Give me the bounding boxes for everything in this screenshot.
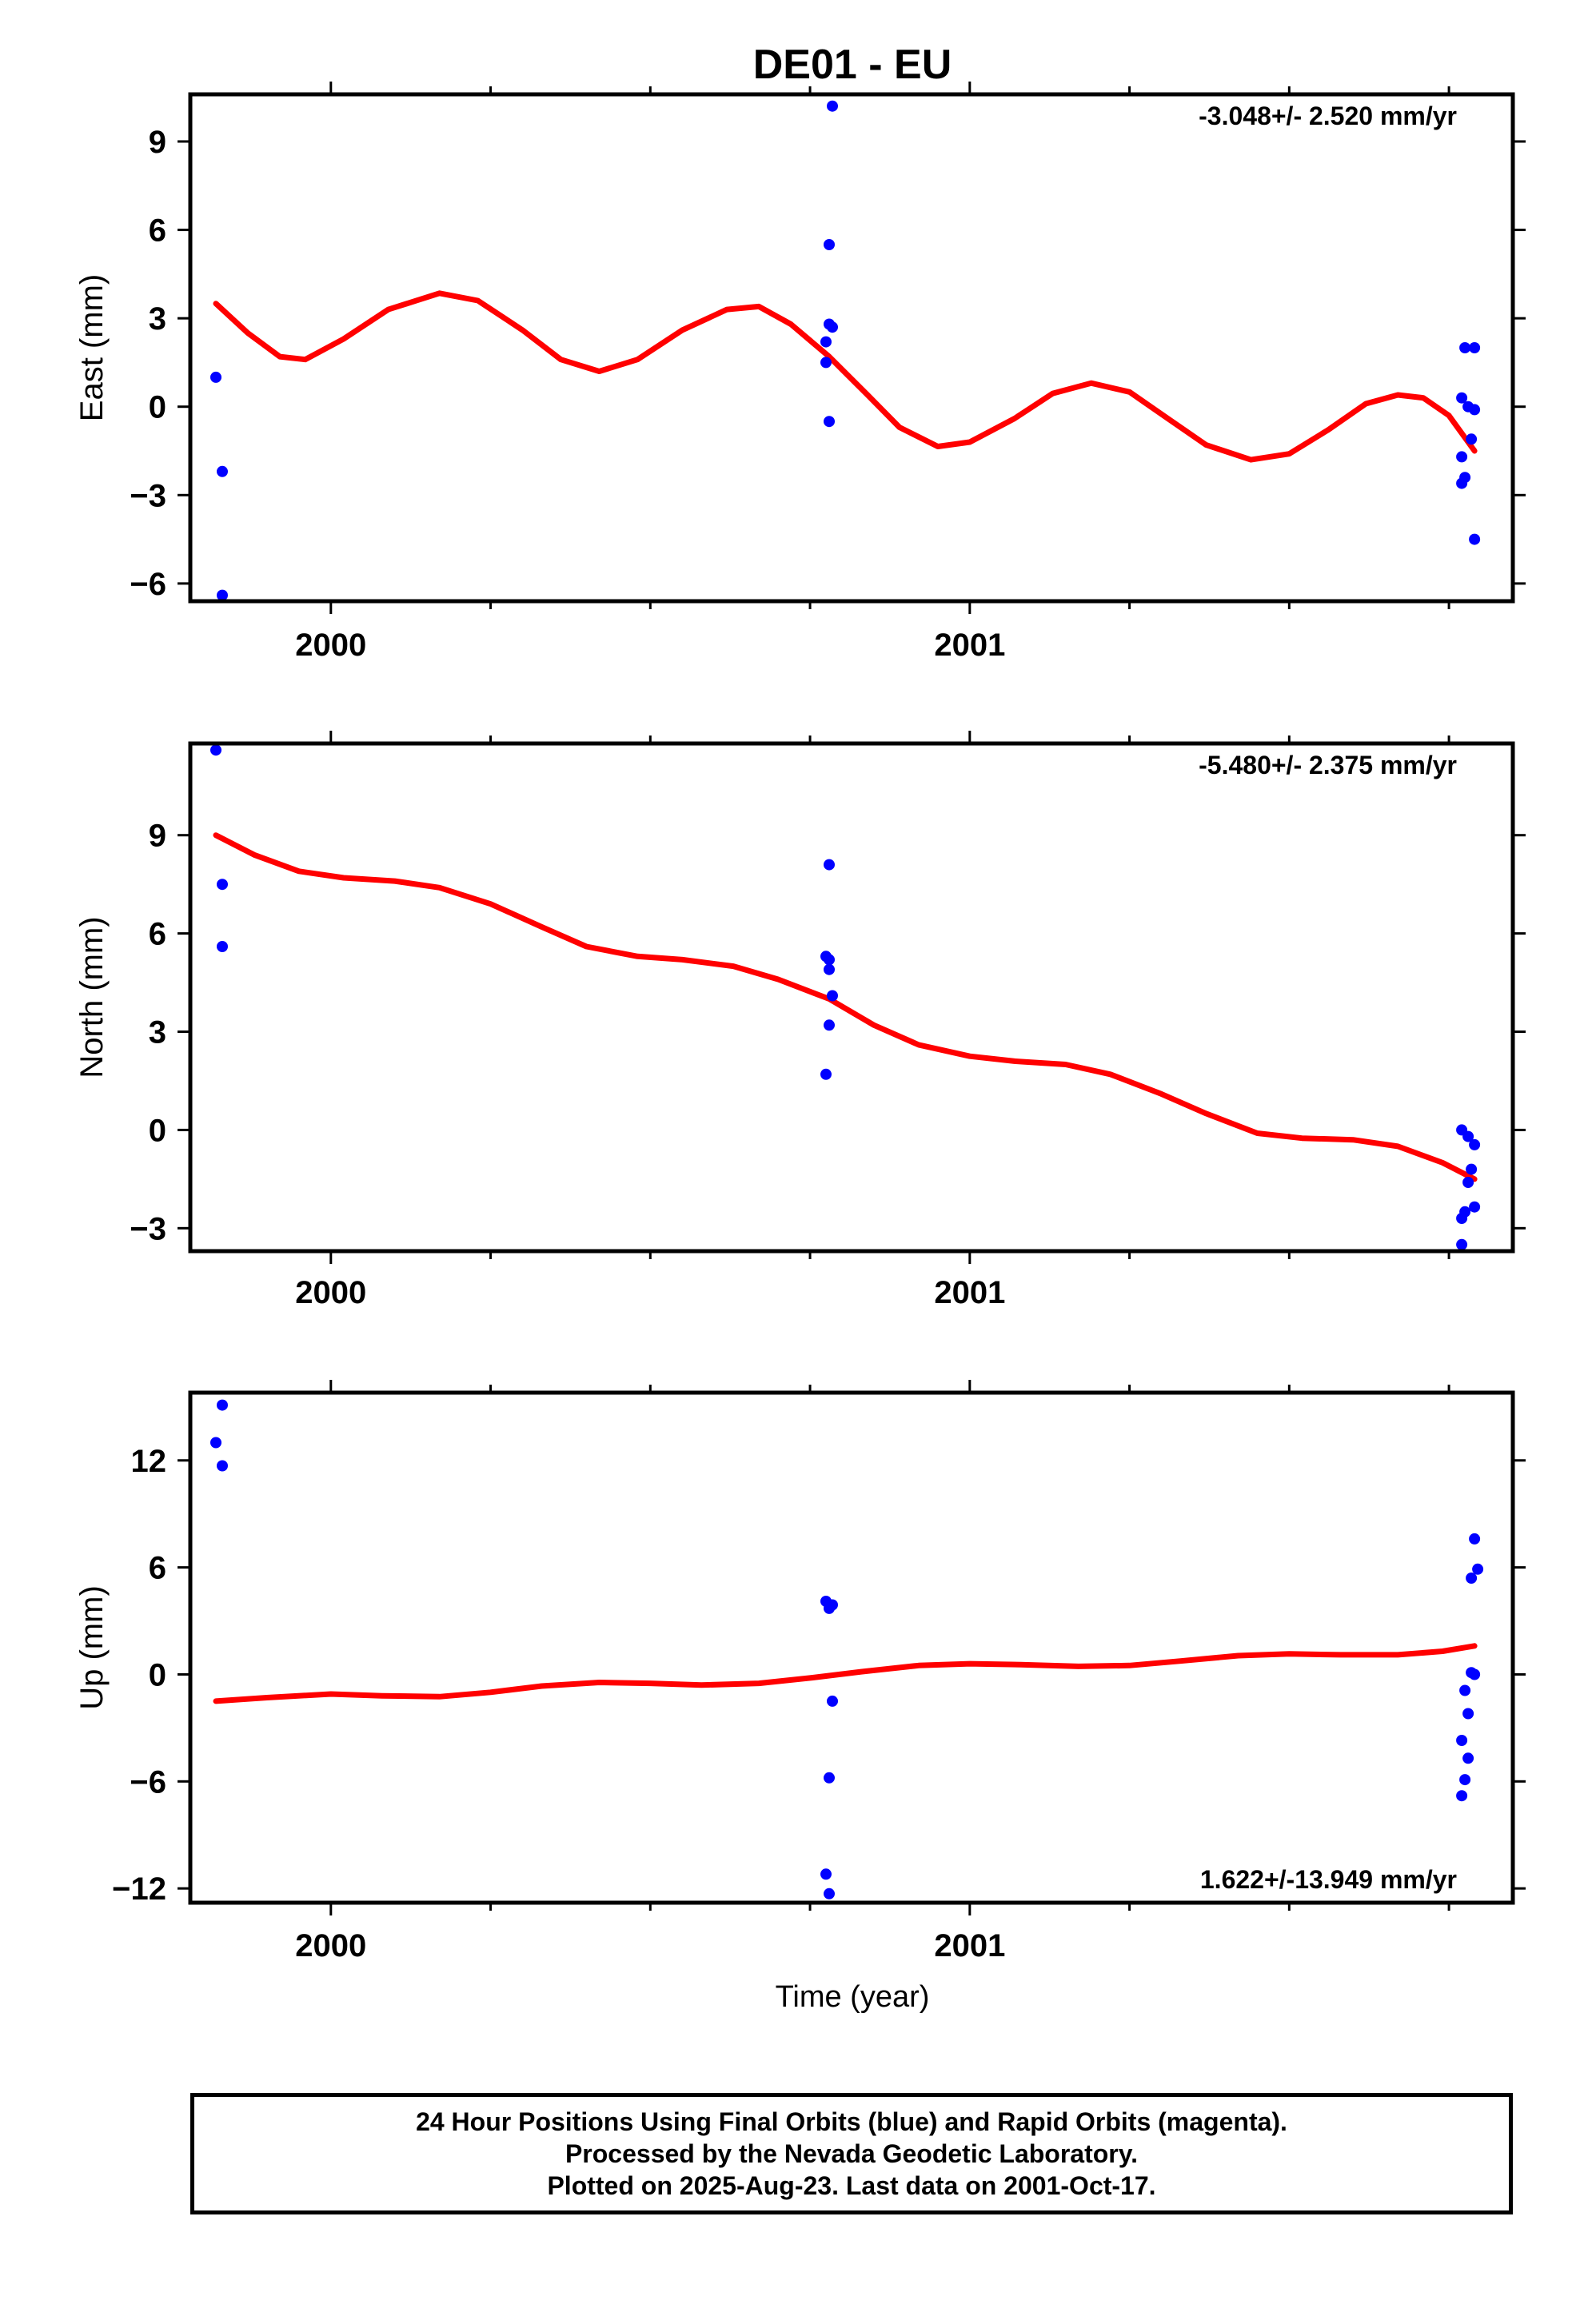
y-tick-label: 0 (149, 1113, 166, 1148)
data-point (217, 1460, 228, 1472)
y-tick-label: 6 (149, 917, 166, 952)
data-point (1456, 1238, 1468, 1250)
data-point (1456, 392, 1468, 404)
y-tick-label: 0 (149, 390, 166, 425)
chart-title: DE01 - EU (753, 42, 952, 88)
data-point (824, 1772, 835, 1784)
data-point (1469, 1201, 1481, 1213)
y-tick-label: −6 (130, 1764, 166, 1800)
data-point (1456, 477, 1468, 489)
fit-curve-north (213, 832, 1478, 1182)
y-tick-label: −6 (130, 567, 166, 602)
y-tick-label: 0 (149, 1657, 166, 1692)
data-point (1456, 1213, 1468, 1224)
data-point (820, 1068, 832, 1080)
y-tick-label: 3 (149, 301, 166, 337)
data-point (1456, 1790, 1468, 1802)
data-point (210, 371, 221, 383)
data-point (217, 879, 228, 891)
data-point (1469, 533, 1481, 545)
data-point (827, 1599, 838, 1611)
data-point (1469, 342, 1481, 353)
data-point (1462, 1708, 1474, 1720)
data-point (217, 1399, 228, 1411)
data-point (1469, 1533, 1481, 1545)
y-tick-label: 9 (149, 125, 166, 160)
y-axis-label-east: East (mm) (74, 274, 110, 421)
data-point (217, 589, 228, 601)
y-tick-label: 12 (131, 1444, 167, 1479)
data-point (1472, 1563, 1484, 1575)
data-point (827, 321, 838, 333)
x-tick-label-2000: 2000 (295, 1928, 366, 1963)
data-point (820, 357, 832, 369)
plot-frame-east (188, 92, 1515, 604)
data-point (820, 336, 832, 348)
fit-curve-east (213, 290, 1478, 463)
data-point (827, 100, 838, 112)
footer-line-1: 24 Hour Positions Using Final Orbits (bl… (416, 2107, 1287, 2136)
y-axis-label-up: Up (mm) (74, 1585, 110, 1710)
x-axis-label: Time (year) (776, 1980, 930, 2014)
footer-line-2: Processed by the Nevada Geodetic Laborat… (565, 2139, 1139, 2168)
data-point (820, 1868, 832, 1880)
data-point (1459, 1774, 1471, 1786)
rate-label-north: -5.480+/- 2.375 mm/yr (1199, 751, 1457, 779)
y-tick-label: −3 (130, 1211, 166, 1246)
data-point (824, 416, 835, 428)
data-point (210, 744, 221, 756)
data-point (1459, 1684, 1471, 1696)
data-point (1459, 342, 1471, 353)
data-point (1466, 1573, 1478, 1584)
data-point (210, 1437, 221, 1449)
footer-caption-box: 24 Hour Positions Using Final Orbits (bl… (190, 2093, 1513, 2214)
panel-north: 2000 2001 −3 0 3 6 9 North (mm) -5.480+/- 2.375 … (74, 731, 1526, 1310)
data-point (1466, 1163, 1478, 1175)
data-point (1466, 433, 1478, 445)
data-point (824, 954, 835, 966)
y-axis-label-north: North (mm) (74, 916, 110, 1078)
data-point (824, 1888, 835, 1899)
rate-label-up: 1.622+/-13.949 mm/yr (1200, 1865, 1457, 1894)
plot-frame-up (188, 1390, 1515, 1905)
data-point (824, 1019, 835, 1031)
fit-curve-up (213, 1643, 1478, 1704)
data-point (1469, 1138, 1481, 1150)
data-point (827, 1695, 838, 1707)
x-tick-label-2000: 2000 (295, 628, 366, 663)
data-point (217, 941, 228, 952)
x-tick-label-2001: 2001 (934, 628, 1005, 663)
x-tick-label-2001: 2001 (934, 1928, 1005, 1963)
data-point (824, 239, 835, 250)
data-point (1462, 1177, 1474, 1188)
rate-label-east: -3.048+/- 2.520 mm/yr (1199, 102, 1457, 130)
data-point (1456, 1735, 1468, 1746)
panel-east: 2000 2001 −6 −3 0 3 6 9 East (mm) -3.048+/- 2.520… (74, 82, 1526, 663)
data-point (1462, 1752, 1474, 1764)
x-tick-label-2001: 2001 (934, 1275, 1005, 1310)
data-point (824, 859, 835, 871)
y-tick-label: −12 (112, 1872, 166, 1907)
data-point (1462, 1130, 1474, 1142)
plot-frame-north (188, 741, 1515, 1254)
data-point (824, 963, 835, 975)
y-tick-label: 3 (149, 1015, 166, 1050)
footer-line-3: Plotted on 2025-Aug-23. Last data on 200… (547, 2171, 1156, 2200)
y-tick-label: 6 (149, 213, 166, 249)
panel-up: 2000 2001 −12 −6 0 6 12 Up (mm) 1.622+/-13.949 m… (74, 1380, 1526, 1963)
data-point (1469, 404, 1481, 416)
data-point (1469, 1668, 1481, 1680)
y-tick-label: −3 (130, 478, 166, 513)
data-point (827, 990, 838, 1002)
data-point (217, 465, 228, 477)
y-tick-label: 9 (149, 819, 166, 854)
x-tick-label-2000: 2000 (295, 1275, 366, 1310)
y-tick-label: 6 (149, 1551, 166, 1586)
data-point (1456, 451, 1468, 463)
